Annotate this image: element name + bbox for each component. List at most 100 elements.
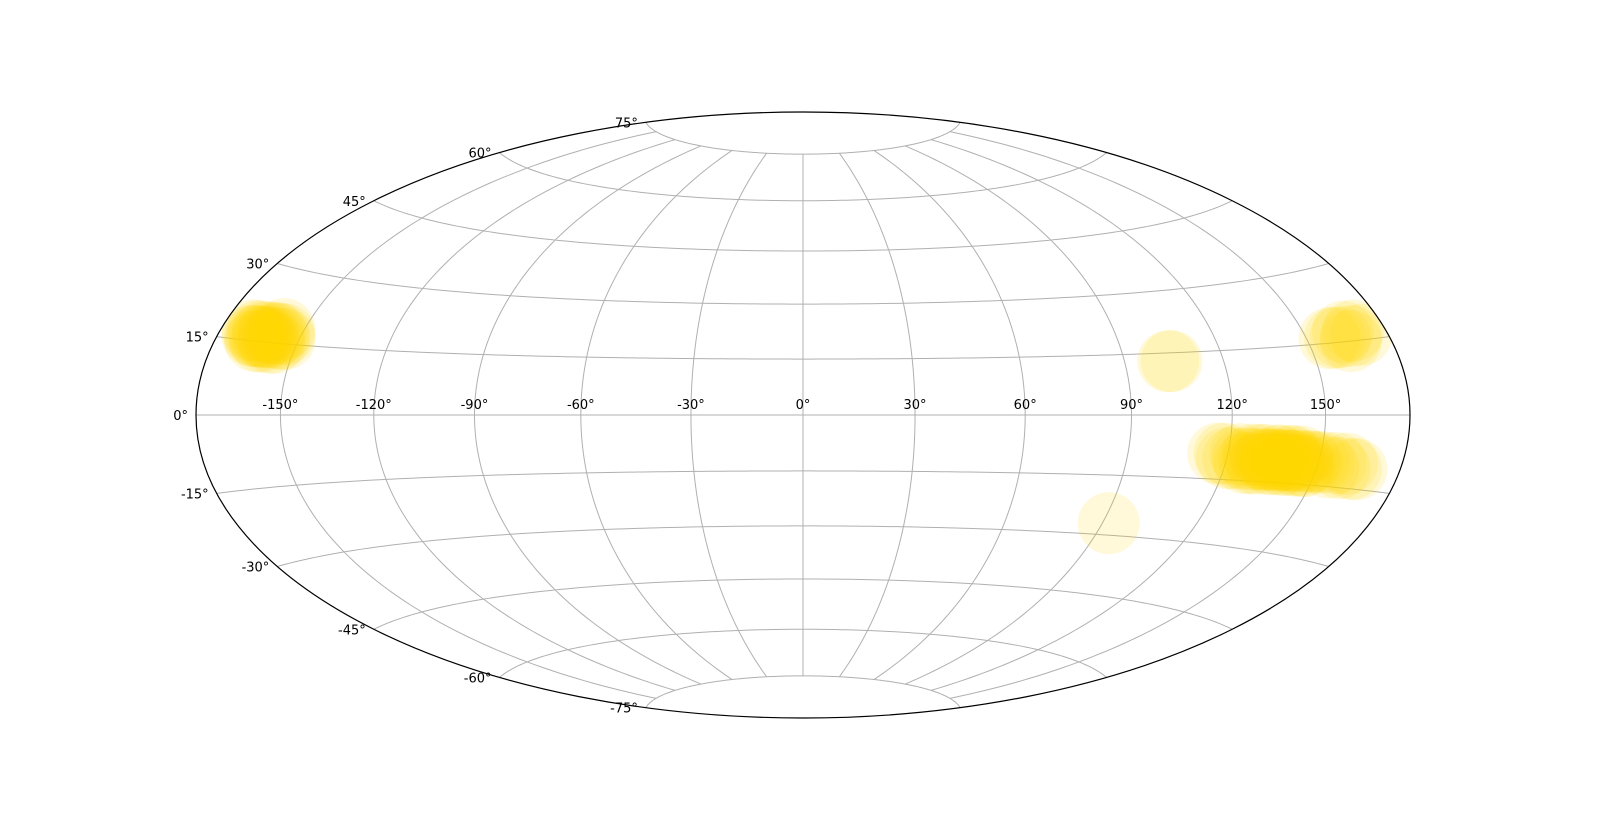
scatter-point <box>1312 300 1375 363</box>
scatter-point <box>232 305 295 368</box>
scatter-point <box>1319 304 1382 367</box>
scatter-point <box>1248 429 1311 492</box>
latitude-tick-labels: -75° -60° -45° -30° -15° 0° 15° 30° 45° 60° 75° <box>173 116 638 716</box>
longitude-tick-label: -120° <box>356 398 392 413</box>
scatter-point <box>1303 306 1366 369</box>
scatter-point <box>1195 427 1258 490</box>
latitude-tick-label: 0° <box>173 409 188 424</box>
scatter-point <box>1187 422 1250 485</box>
latitude-tick-label: -45° <box>338 623 366 638</box>
latitude-tick-label: 45° <box>343 195 366 210</box>
scatter-point <box>1222 423 1285 486</box>
scatter-point <box>224 310 287 373</box>
scatter-point <box>1238 433 1301 496</box>
scatter-point <box>1245 428 1308 491</box>
scatter-point <box>245 302 308 365</box>
scatter-point <box>1209 423 1272 486</box>
scatter-point <box>1272 430 1335 493</box>
scatter-point <box>1219 432 1282 495</box>
scatter-point <box>1211 427 1274 490</box>
scatter-point <box>1309 306 1372 369</box>
scatter-point <box>1253 433 1316 496</box>
scatter-point <box>253 308 316 371</box>
parallel-line <box>277 525 1329 567</box>
scatter-point <box>1140 330 1203 393</box>
scatter-point <box>1262 425 1325 488</box>
scatter-point <box>1249 424 1312 487</box>
scatter-point <box>1259 424 1322 487</box>
scatter-point <box>1193 422 1256 485</box>
longitude-tick-label: 0° <box>796 398 811 413</box>
scatter-point <box>1325 438 1388 501</box>
scatter-point <box>1233 428 1296 491</box>
latitude-tick-label: -30° <box>242 561 270 576</box>
longitude-tick-label: -30° <box>677 398 705 413</box>
scatter-point <box>1293 431 1356 494</box>
scatter-point <box>1230 428 1293 491</box>
scatter-point <box>1137 330 1200 393</box>
scatter-point <box>1234 424 1297 487</box>
scatter-point <box>1241 433 1304 496</box>
scatter-point <box>237 306 300 369</box>
projection-boundary <box>195 111 1411 719</box>
longitude-tick-labels: -150° -120° -90° -60° -30° 0° 30° 60° 90° 120° 150… <box>262 398 1341 413</box>
parallel-line <box>645 675 961 708</box>
longitude-tick-label: 150° <box>1310 398 1341 413</box>
scatter-point <box>1266 429 1329 492</box>
scatter-point <box>1239 428 1302 491</box>
parallel-line <box>277 263 1329 305</box>
scatter-point <box>242 306 305 369</box>
scatter-point <box>1254 429 1317 492</box>
scatter-point <box>1304 431 1367 494</box>
scatter-point <box>1274 434 1337 497</box>
scatter-point <box>248 307 311 370</box>
parallel-line <box>645 122 961 155</box>
scatter-point <box>1226 432 1288 495</box>
latitude-tick-label: -60° <box>464 671 492 686</box>
scatter-point <box>1330 303 1393 366</box>
scatter-point <box>1246 424 1309 487</box>
scatter-point <box>237 301 300 364</box>
scatter-point <box>1322 299 1385 362</box>
scatter-point <box>231 300 294 363</box>
scatter-point <box>221 299 284 362</box>
scatter-point <box>1287 430 1350 493</box>
scatter-point <box>1316 432 1379 495</box>
scatter-point <box>243 311 306 374</box>
scatter-point <box>1265 434 1328 497</box>
parallel-line <box>499 152 1107 202</box>
scatter-point <box>1224 428 1287 491</box>
parallel-line <box>499 628 1107 678</box>
latitude-tick-label: 60° <box>468 147 491 162</box>
longitude-tick-label: 120° <box>1217 398 1248 413</box>
scatter-point <box>1228 423 1291 486</box>
latitude-tick-label: 75° <box>615 116 638 131</box>
scatter-point <box>1319 437 1382 500</box>
scatter-point <box>1202 427 1265 490</box>
scatter-point <box>253 303 316 366</box>
scatter-points <box>221 298 1393 555</box>
latitude-tick-label: 30° <box>246 258 269 273</box>
scatter-point <box>221 304 284 367</box>
scatter-point <box>1236 428 1299 491</box>
scatter-point <box>242 301 305 364</box>
scatter-point <box>1257 429 1320 492</box>
scatter-point <box>226 305 289 368</box>
parallel-line <box>216 470 1390 494</box>
scatter-point <box>224 304 287 367</box>
longitude-tick-label: -150° <box>262 398 298 413</box>
longitude-tick-label: 60° <box>1014 398 1037 413</box>
scatter-point <box>1242 428 1305 491</box>
latitude-tick-label: -75° <box>610 702 638 717</box>
latitude-tick-label: -15° <box>181 487 209 502</box>
parallel-line <box>373 578 1233 630</box>
longitude-tick-label: 30° <box>904 398 927 413</box>
scatter-point <box>1250 433 1313 496</box>
scatter-point <box>247 302 310 365</box>
parallel-line <box>373 200 1233 252</box>
latitude-tick-label: 15° <box>186 331 209 346</box>
scatter-point <box>1298 307 1361 370</box>
longitude-tick-label: 90° <box>1120 398 1143 413</box>
scatter-point <box>1297 436 1360 499</box>
